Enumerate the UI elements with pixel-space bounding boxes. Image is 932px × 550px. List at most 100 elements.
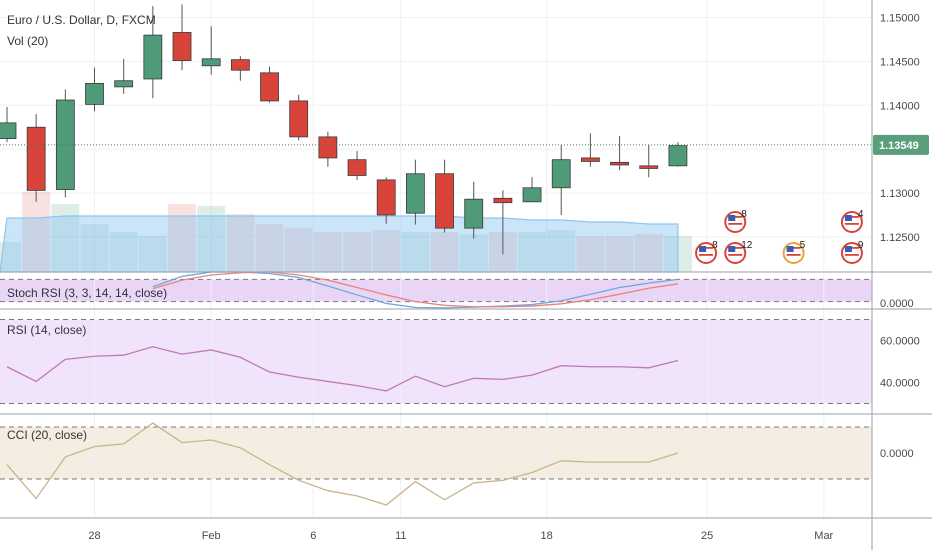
us-flag-event-icon[interactable]: 12: [724, 240, 753, 264]
candle[interactable]: [376, 177, 396, 224]
candle-body: [376, 179, 396, 216]
flag-stripe: [844, 254, 859, 256]
volume-bar: [576, 236, 605, 272]
flag-stripe: [844, 223, 859, 225]
rsi-tick-label: 40.0000: [880, 378, 920, 390]
event-count: 8: [712, 240, 718, 251]
flag-stripe: [844, 257, 859, 260]
x-tick-label: 11: [395, 530, 406, 542]
us-flag-event-icon[interactable]: 8: [724, 209, 747, 233]
volume-bar: [605, 236, 634, 272]
rsi-band: [0, 319, 872, 404]
stoch-tick-label: 0.0000: [880, 298, 914, 310]
candle-body: [435, 173, 454, 229]
candle[interactable]: [551, 144, 571, 215]
candle[interactable]: [289, 94, 309, 141]
price-tick-label: 1.14000: [880, 100, 920, 112]
x-tick-label: 6: [310, 530, 316, 542]
price-tick-label: 1.14500: [880, 56, 920, 68]
volume-bar: [284, 228, 313, 272]
event-count: 4: [858, 209, 864, 220]
cci-line: [6, 422, 679, 506]
cci-tick-label: 0.0000: [880, 448, 914, 460]
candle-body: [318, 136, 338, 159]
rsi-line: [6, 346, 679, 392]
candle[interactable]: [26, 114, 46, 202]
candle[interactable]: [201, 26, 221, 75]
x-tick-label: 28: [88, 530, 100, 542]
candle[interactable]: [581, 133, 600, 167]
candle-body: [405, 173, 425, 214]
candle[interactable]: [493, 190, 513, 255]
flag-canton: [728, 215, 736, 221]
candle-body: [26, 126, 46, 191]
candle[interactable]: [85, 67, 104, 112]
economic-events[interactable]: 8 8 12 5 4 9: [695, 209, 864, 264]
us-flag-event-icon[interactable]: 5: [782, 240, 806, 264]
candle[interactable]: [0, 107, 17, 143]
volume-label: Vol (20): [7, 34, 48, 48]
candle-body: [289, 100, 309, 138]
price-tick-label: 1.13000: [880, 188, 920, 200]
flag-stripe: [786, 257, 801, 260]
flag-canton: [844, 246, 852, 252]
us-flag-event-icon[interactable]: 9: [840, 240, 864, 264]
volume-bar: [0, 242, 21, 272]
volume-bar: [401, 232, 430, 272]
candle[interactable]: [55, 89, 75, 198]
candle-body: [493, 197, 513, 204]
candle-body: [0, 122, 17, 140]
candle-body: [230, 59, 250, 71]
flag-stripe: [728, 257, 743, 260]
flag-stripe: [786, 254, 801, 256]
candle-body: [551, 159, 571, 189]
candle[interactable]: [522, 177, 542, 203]
volume-bar: [226, 214, 255, 272]
candle[interactable]: [172, 4, 192, 71]
candle[interactable]: [610, 136, 629, 171]
volume-bar: [138, 236, 167, 272]
flag-stripe: [699, 254, 714, 256]
candle-body: [201, 58, 221, 67]
candle[interactable]: [143, 6, 163, 99]
candle[interactable]: [114, 58, 134, 94]
volume-ma-area: [0, 215, 679, 273]
us-flag-event-icon[interactable]: 8: [695, 240, 718, 264]
flag-stripe: [699, 257, 714, 260]
candle-body: [610, 161, 629, 166]
event-count: 8: [741, 209, 747, 220]
flag-canton: [728, 246, 736, 252]
candlesticks[interactable]: [0, 4, 688, 255]
cci-label: CCI (20, close): [7, 428, 87, 442]
candle-body: [55, 99, 75, 190]
candle[interactable]: [639, 144, 659, 178]
price-tick-label: 1.15000: [880, 13, 920, 25]
volume-bar: [430, 232, 459, 272]
volume-bar: [459, 234, 488, 272]
volume-bar: [313, 232, 342, 272]
volume-bar: [109, 232, 138, 272]
candle-body: [581, 157, 600, 162]
candle[interactable]: [668, 142, 688, 167]
x-tick-label: Mar: [814, 530, 833, 542]
candle[interactable]: [230, 56, 250, 81]
us-flag-event-icon[interactable]: 4: [840, 209, 864, 233]
candle-body: [172, 32, 192, 61]
stoch-d-line: [152, 271, 679, 308]
volume-bar: [372, 230, 401, 272]
candle-body: [464, 198, 484, 229]
candle[interactable]: [464, 181, 484, 239]
volume-bar: [80, 224, 109, 272]
candle[interactable]: [347, 150, 367, 180]
candle[interactable]: [318, 131, 338, 167]
candle-body: [114, 80, 134, 88]
rsi-label: RSI (14, close): [7, 323, 86, 337]
volume-bar: [51, 204, 80, 272]
candle[interactable]: [260, 66, 279, 103]
candle[interactable]: [435, 159, 454, 233]
flag-stripe: [728, 226, 743, 229]
candle[interactable]: [405, 159, 425, 225]
volume-bars: [0, 192, 692, 273]
flag-canton: [844, 215, 852, 221]
